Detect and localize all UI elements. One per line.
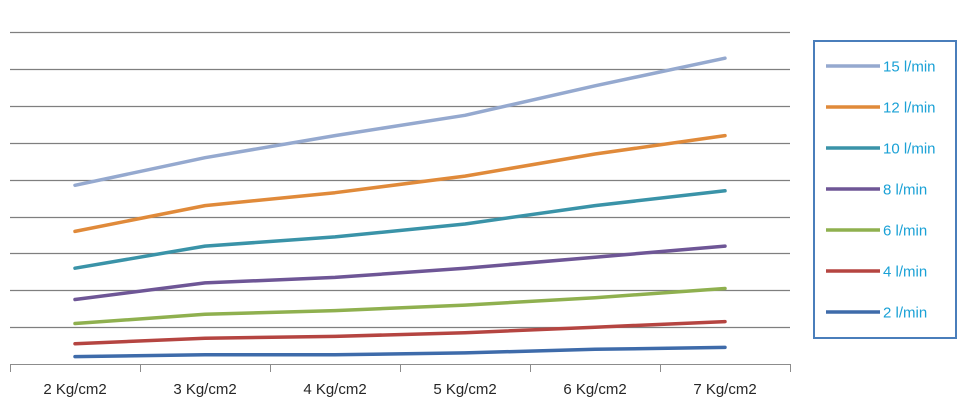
series-line-12-l-min xyxy=(73,133,727,234)
series-lines xyxy=(73,56,727,359)
legend-label: 6 l/min xyxy=(883,223,927,240)
legend-label: 15 l/min xyxy=(883,59,936,76)
legend-label: 4 l/min xyxy=(883,264,927,281)
series-line-10-l-min xyxy=(73,189,727,270)
x-tick-labels: 2 Kg/cm2 3 Kg/cm2 4 Kg/cm2 5 Kg/cm2 6 Kg/cm2… xyxy=(43,381,756,398)
legend-label: 8 l/min xyxy=(883,182,927,199)
x-tick-label: 7 Kg/cm2 xyxy=(693,381,756,398)
series-line-4-l-min xyxy=(73,319,727,346)
x-tick-label: 4 Kg/cm2 xyxy=(303,381,366,398)
x-tick-label: 5 Kg/cm2 xyxy=(433,381,496,398)
x-tick-label: 2 Kg/cm2 xyxy=(43,381,106,398)
x-tick-label: 6 Kg/cm2 xyxy=(563,381,626,398)
x-tick-label: 3 Kg/cm2 xyxy=(173,381,236,398)
series-line-2-l-min xyxy=(73,345,727,359)
legend-box xyxy=(813,40,957,339)
series-line-15-l-min xyxy=(73,56,727,188)
gridlines xyxy=(10,31,790,329)
legend: 15 l/min 12 l/min 10 l/min 8 l/min 6 l/min 4 … xyxy=(813,40,957,339)
x-axis xyxy=(10,364,791,372)
legend-label: 12 l/min xyxy=(883,100,936,117)
series-line-6-l-min xyxy=(73,286,727,326)
legend-label: 10 l/min xyxy=(883,141,936,158)
legend-label: 2 l/min xyxy=(883,305,927,322)
series-line-8-l-min xyxy=(73,244,727,302)
